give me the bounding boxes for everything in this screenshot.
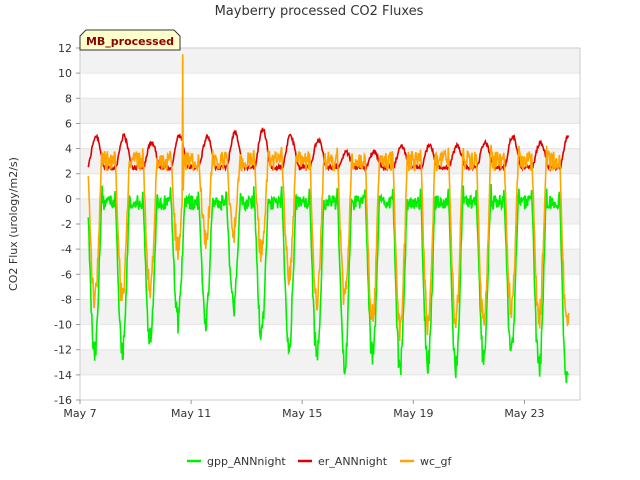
x-tick-label: May 7	[63, 407, 96, 420]
grid-band	[80, 73, 580, 99]
y-axis: -16 -14 -12 -10 -8 -6 -4 -2 0 2 4 6 8 10 12	[54, 42, 80, 407]
y-tick-label: -8	[61, 293, 72, 306]
y-tick-label: 2	[65, 168, 72, 181]
y-tick-label: 8	[65, 92, 72, 105]
y-tick-label: -12	[54, 344, 72, 357]
series-line-wc	[87, 54, 570, 342]
legend-wc-label: wc_gf	[420, 455, 453, 468]
chart-title: Mayberry processed CO2 Fluxes	[215, 4, 424, 19]
x-tick-label: May 11	[171, 407, 211, 420]
grid-bands	[80, 47, 580, 401]
y-tick-label: 4	[65, 143, 72, 156]
grid-band	[80, 324, 580, 350]
y-tick-label: -2	[61, 218, 72, 231]
x-tick-label: May 15	[282, 407, 322, 420]
y-tick-label: 0	[65, 193, 72, 206]
x-tick-label: May 19	[393, 407, 433, 420]
legend-gpp-label: gpp_ANNnight	[207, 455, 286, 468]
legend: gpp_ANNnight er_ANNnight wc_gf	[187, 455, 453, 468]
legend-er-label: er_ANNnight	[318, 455, 388, 468]
grid-band	[80, 123, 580, 149]
grid-band	[80, 224, 580, 250]
series-line-gpp	[87, 183, 570, 384]
tag-label: MB_processed	[86, 35, 174, 48]
x-axis: May 7 May 11 May 15 May 19 May 23	[63, 400, 545, 420]
y-tick-label: -16	[54, 394, 72, 407]
y-tick-label: 12	[58, 42, 72, 55]
grid-band	[80, 274, 580, 300]
x-tick-label: May 23	[504, 407, 544, 420]
y-tick-label: 10	[58, 67, 72, 80]
grid-band	[80, 349, 580, 375]
grid-band	[80, 98, 580, 124]
y-tick-label: 6	[65, 117, 72, 130]
grid-band	[80, 173, 580, 199]
y-tick-label: -4	[61, 243, 72, 256]
mb-processed-tag: MB_processed	[79, 29, 181, 51]
grid-band	[80, 374, 580, 400]
y-tick-label: -10	[54, 319, 72, 332]
grid-band	[80, 249, 580, 275]
grid-band	[80, 48, 580, 74]
y-tick-label: -14	[54, 369, 72, 382]
series-line-er	[87, 127, 570, 173]
y-tick-label: -6	[61, 268, 72, 281]
grid-band	[80, 299, 580, 325]
y-axis-label: CO2 Flux (urology/m2/s)	[7, 157, 20, 291]
series-lines	[87, 54, 570, 384]
